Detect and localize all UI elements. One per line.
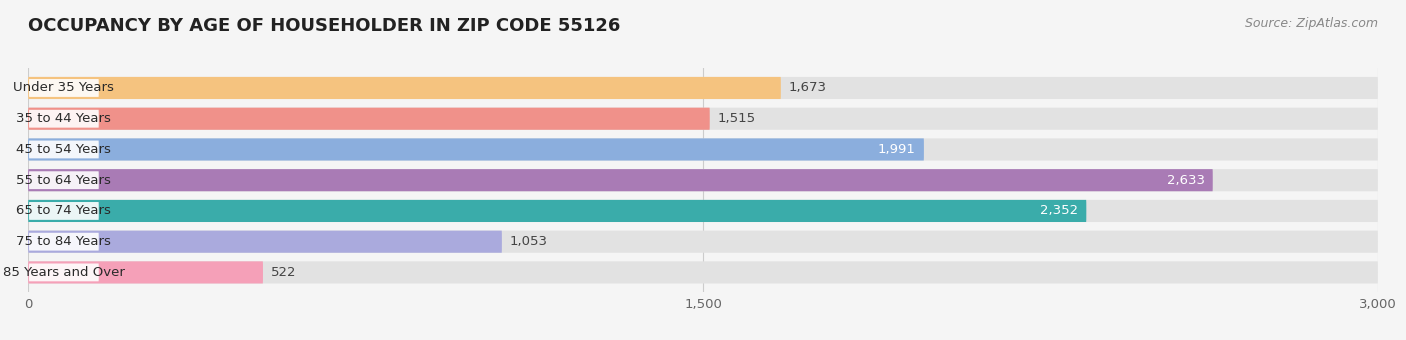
FancyBboxPatch shape (30, 110, 98, 128)
Text: 45 to 54 Years: 45 to 54 Years (17, 143, 111, 156)
Text: OCCUPANCY BY AGE OF HOUSEHOLDER IN ZIP CODE 55126: OCCUPANCY BY AGE OF HOUSEHOLDER IN ZIP C… (28, 17, 620, 35)
Text: 2,352: 2,352 (1040, 204, 1078, 218)
Text: 1,515: 1,515 (718, 112, 756, 125)
FancyBboxPatch shape (30, 171, 98, 189)
Text: 1,053: 1,053 (510, 235, 548, 248)
FancyBboxPatch shape (30, 264, 98, 281)
FancyBboxPatch shape (28, 231, 502, 253)
FancyBboxPatch shape (28, 200, 1378, 222)
FancyBboxPatch shape (30, 140, 98, 158)
FancyBboxPatch shape (30, 202, 98, 220)
FancyBboxPatch shape (28, 169, 1378, 191)
FancyBboxPatch shape (28, 138, 924, 160)
FancyBboxPatch shape (28, 231, 1378, 253)
FancyBboxPatch shape (28, 108, 710, 130)
FancyBboxPatch shape (30, 79, 98, 97)
FancyBboxPatch shape (28, 261, 263, 284)
Text: 65 to 74 Years: 65 to 74 Years (17, 204, 111, 218)
FancyBboxPatch shape (28, 261, 1378, 284)
Text: 1,673: 1,673 (789, 82, 827, 95)
Text: 522: 522 (271, 266, 297, 279)
Text: 1,991: 1,991 (877, 143, 915, 156)
FancyBboxPatch shape (28, 77, 780, 99)
FancyBboxPatch shape (28, 169, 1213, 191)
FancyBboxPatch shape (28, 108, 1378, 130)
Text: Under 35 Years: Under 35 Years (14, 82, 114, 95)
FancyBboxPatch shape (28, 77, 1378, 99)
FancyBboxPatch shape (30, 233, 98, 251)
Text: 55 to 64 Years: 55 to 64 Years (17, 174, 111, 187)
FancyBboxPatch shape (28, 200, 1087, 222)
Text: 75 to 84 Years: 75 to 84 Years (17, 235, 111, 248)
Text: 35 to 44 Years: 35 to 44 Years (17, 112, 111, 125)
Text: Source: ZipAtlas.com: Source: ZipAtlas.com (1244, 17, 1378, 30)
FancyBboxPatch shape (28, 138, 1378, 160)
Text: 85 Years and Over: 85 Years and Over (3, 266, 125, 279)
Text: 2,633: 2,633 (1167, 174, 1205, 187)
